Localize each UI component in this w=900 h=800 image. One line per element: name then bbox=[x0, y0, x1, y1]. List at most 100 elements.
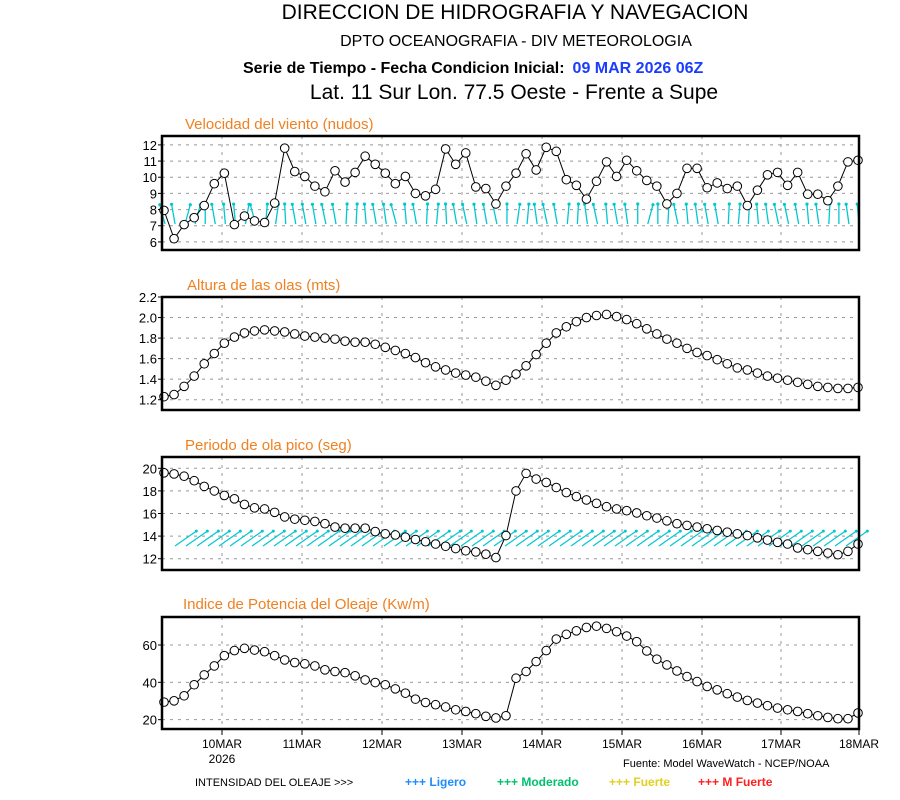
panel-wave-power: 20 40 60 bbox=[143, 615, 863, 731]
data-point bbox=[219, 168, 230, 178]
data-point bbox=[521, 148, 531, 159]
y-tick-label: 6 bbox=[150, 235, 157, 250]
x-tick-label: 13MAR bbox=[442, 737, 482, 751]
wave-direction-arrow bbox=[614, 529, 638, 547]
data-point bbox=[239, 499, 250, 510]
y-tick-label: 9 bbox=[150, 186, 157, 201]
wave-direction-arrow bbox=[526, 529, 550, 547]
data-point bbox=[762, 700, 773, 711]
data-point bbox=[289, 329, 300, 339]
data-point bbox=[481, 711, 491, 722]
data-point bbox=[390, 345, 401, 356]
x-tick-label: 14MAR bbox=[522, 737, 562, 751]
data-point bbox=[641, 510, 652, 521]
data-point bbox=[470, 182, 481, 192]
wind-direction-arrow bbox=[693, 202, 699, 225]
data-point bbox=[511, 486, 521, 496]
wind-direction-arrow bbox=[330, 202, 337, 225]
x-tick-label: 10MAR bbox=[202, 737, 242, 751]
data-point bbox=[330, 334, 340, 344]
data-point bbox=[551, 146, 562, 157]
wind-direction-arrow bbox=[552, 202, 558, 225]
wind-direction-arrow bbox=[793, 202, 800, 225]
data-point bbox=[652, 654, 662, 664]
wave-direction-arrow bbox=[658, 529, 682, 547]
data-point bbox=[340, 336, 350, 346]
wave-direction-arrow bbox=[625, 529, 649, 547]
wind-direction-arrow bbox=[764, 202, 770, 225]
data-point bbox=[823, 548, 833, 558]
wave-direction-arrow bbox=[471, 529, 495, 547]
wind-direction-arrow bbox=[844, 202, 850, 225]
data-point bbox=[310, 181, 320, 191]
series-line-wind bbox=[163, 146, 859, 240]
data-point bbox=[722, 527, 733, 537]
wave-direction-arrow bbox=[185, 529, 209, 547]
data-point bbox=[762, 371, 773, 381]
data-point bbox=[239, 643, 250, 654]
wave-direction-arrow bbox=[592, 529, 616, 547]
data-point bbox=[300, 171, 310, 182]
data-point bbox=[591, 310, 602, 321]
wind-direction-arrow bbox=[737, 202, 742, 225]
wind-direction-arrow bbox=[828, 202, 832, 225]
data-point bbox=[611, 504, 622, 514]
wave-direction-arrow bbox=[845, 529, 869, 547]
data-point bbox=[179, 471, 189, 482]
data-point bbox=[511, 168, 521, 178]
data-point bbox=[662, 199, 672, 209]
data-point bbox=[702, 182, 712, 193]
wind-direction-arrow bbox=[636, 202, 640, 224]
data-point bbox=[732, 181, 743, 191]
data-point bbox=[631, 165, 642, 176]
plot-frame bbox=[160, 295, 861, 412]
wind-direction-arrow bbox=[814, 202, 820, 225]
data-point bbox=[571, 316, 582, 327]
wind-direction-arrow bbox=[320, 202, 327, 225]
y-tick-label: 2.0 bbox=[139, 311, 157, 326]
data-point bbox=[833, 713, 843, 724]
y-tick-label: 12 bbox=[143, 552, 157, 567]
y-tick-label: 10 bbox=[143, 170, 157, 185]
data-point bbox=[289, 166, 300, 177]
wind-direction-arrow bbox=[210, 202, 216, 225]
wind-direction-arrow bbox=[516, 202, 522, 225]
data-point bbox=[340, 523, 350, 533]
wind-direction-arrow bbox=[425, 202, 430, 225]
data-point bbox=[410, 352, 421, 363]
wave-direction-arrow bbox=[284, 529, 308, 547]
data-point bbox=[752, 698, 763, 708]
data-point bbox=[310, 661, 320, 671]
data-point bbox=[792, 706, 803, 717]
data-point bbox=[641, 646, 652, 656]
data-point bbox=[219, 490, 230, 501]
data-point bbox=[732, 692, 743, 702]
legend-ligero: +++ Ligero bbox=[405, 775, 466, 789]
data-point bbox=[802, 189, 813, 200]
data-point bbox=[400, 171, 411, 182]
data-point bbox=[772, 703, 783, 713]
data-point bbox=[199, 358, 210, 369]
wind-direction-arrow bbox=[283, 202, 287, 225]
series-line-wave-height bbox=[163, 313, 859, 398]
y-tick-label: 2.2 bbox=[139, 290, 157, 305]
wave-direction-arrow bbox=[823, 529, 847, 547]
data-point bbox=[370, 526, 381, 537]
y-tick-label: 11 bbox=[144, 154, 158, 169]
data-point bbox=[702, 350, 712, 361]
data-point bbox=[802, 379, 813, 390]
data-point bbox=[370, 159, 381, 170]
panel-peak-period: 12 14 16 18 20 bbox=[143, 455, 869, 572]
data-point bbox=[259, 325, 270, 335]
wind-direction-arrow bbox=[371, 202, 377, 225]
data-point bbox=[672, 666, 682, 676]
data-point bbox=[460, 545, 471, 556]
data-point bbox=[601, 309, 612, 320]
y-tick-label: 1.6 bbox=[139, 352, 157, 367]
wave-direction-arrow bbox=[460, 529, 484, 547]
data-point bbox=[561, 174, 572, 185]
wave-direction-arrow bbox=[251, 529, 275, 547]
data-point bbox=[410, 534, 421, 545]
wave-direction-arrow bbox=[812, 529, 836, 547]
data-point bbox=[662, 334, 672, 344]
